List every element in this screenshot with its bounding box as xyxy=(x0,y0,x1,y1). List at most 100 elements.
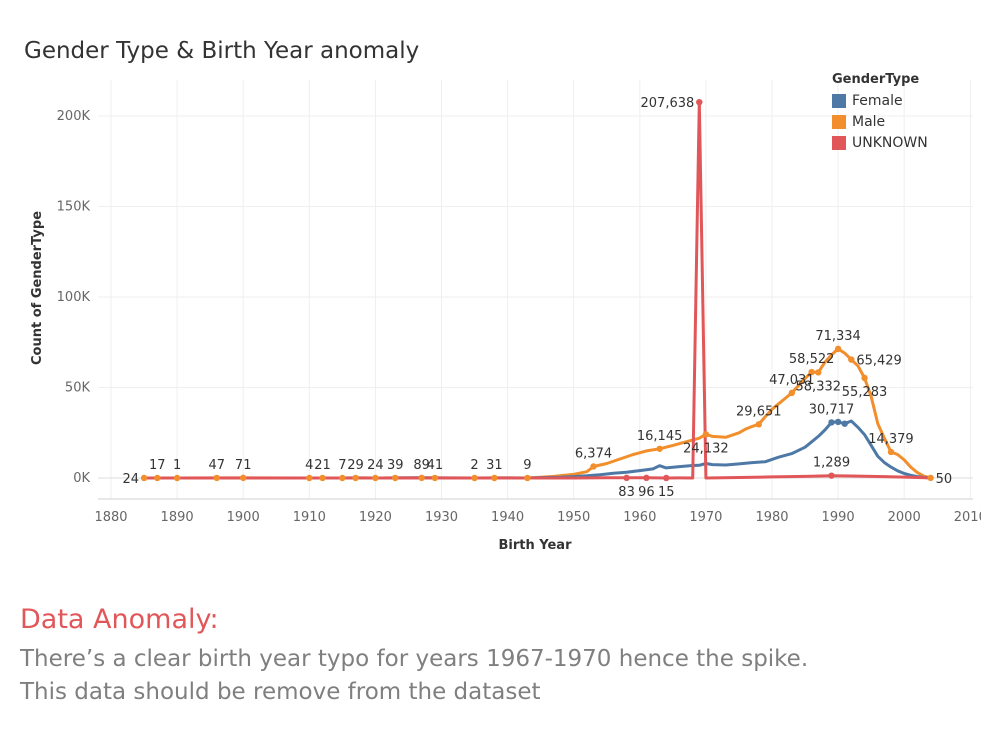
y-axis-title: Count of GenderType xyxy=(30,211,45,365)
data-point-male[interactable] xyxy=(702,431,710,438)
data-label: 29 xyxy=(347,458,364,473)
data-point-male[interactable] xyxy=(339,474,346,482)
data-point-male[interactable] xyxy=(140,474,148,482)
x-tick-label: 1910 xyxy=(293,510,326,525)
legend-item-male[interactable]: Male xyxy=(832,111,928,132)
data-label: 71,334 xyxy=(815,329,861,344)
data-point-unknown[interactable] xyxy=(643,474,650,482)
legend: GenderType Female Male UNKNOWN xyxy=(832,72,928,153)
x-tick-label: 1980 xyxy=(755,510,788,525)
data-label: 24 xyxy=(123,472,140,487)
data-label: 31 xyxy=(486,458,503,473)
data-point-male[interactable] xyxy=(808,368,815,376)
data-label: 7 xyxy=(338,458,346,473)
data-point-female[interactable] xyxy=(828,419,835,426)
data-point-male[interactable] xyxy=(927,474,934,482)
y-tick-label: 200K xyxy=(57,109,91,124)
data-point-male[interactable] xyxy=(755,421,762,428)
data-label: 4 xyxy=(305,458,313,473)
data-label: 47 xyxy=(208,458,225,473)
line-chart: 1880 1890 1900 1910 1920 1930 1940 1950 1960 1970… xyxy=(30,80,981,553)
data-point-male[interactable] xyxy=(240,474,247,482)
x-tick-label: 1940 xyxy=(491,510,524,525)
data-point-male[interactable] xyxy=(491,474,498,482)
data-label: 1,289 xyxy=(813,456,850,471)
data-label: 96 xyxy=(638,485,655,500)
data-label: 83 xyxy=(618,485,635,500)
data-point-male[interactable] xyxy=(213,474,220,482)
x-tick-label: 1900 xyxy=(227,510,260,525)
axes: 1880 1890 1900 1910 1920 1930 1940 1950 1960 1970… xyxy=(57,109,981,525)
data-point-male[interactable] xyxy=(352,474,359,482)
data-label: 9 xyxy=(523,458,531,473)
data-point-male[interactable] xyxy=(471,474,478,482)
x-tick-label: 1920 xyxy=(359,510,392,525)
legend-swatch-female xyxy=(832,93,846,108)
data-point-male[interactable] xyxy=(788,389,796,397)
data-point-unknown[interactable] xyxy=(696,98,703,106)
data-point-male[interactable] xyxy=(656,445,663,452)
data-label: 30,717 xyxy=(809,402,855,417)
data-point-male[interactable] xyxy=(848,356,855,363)
anomaly-heading: Data Anomaly: xyxy=(20,604,219,635)
data-point-male[interactable] xyxy=(306,474,313,482)
data-point-male[interactable] xyxy=(887,448,895,456)
series-markers xyxy=(140,98,934,482)
x-tick-label: 1890 xyxy=(161,510,194,525)
data-label: 24 xyxy=(367,458,384,473)
data-label: 1 xyxy=(173,458,181,473)
anomaly-text-line-1: There’s a clear birth year typo for year… xyxy=(20,646,809,672)
x-tick-label: 1970 xyxy=(689,510,722,525)
data-point-male[interactable] xyxy=(431,474,439,482)
data-point-male[interactable] xyxy=(834,345,842,353)
data-label: 89 xyxy=(413,458,430,473)
x-tick-label: 1950 xyxy=(557,510,590,525)
legend-title: GenderType xyxy=(832,72,920,87)
legend-label-unknown: UNKNOWN xyxy=(852,134,928,151)
data-label: 55,283 xyxy=(842,385,888,400)
legend-label-female: Female xyxy=(852,92,903,109)
data-point-female[interactable] xyxy=(834,418,842,426)
data-point-male[interactable] xyxy=(418,474,425,482)
legend-item-unknown[interactable]: UNKNOWN xyxy=(832,132,928,153)
data-point-male[interactable] xyxy=(590,463,597,470)
data-label: 58,332 xyxy=(796,379,842,394)
data-point-male[interactable] xyxy=(372,474,379,482)
legend-swatch-unknown xyxy=(832,135,846,150)
data-point-male[interactable] xyxy=(815,369,822,376)
data-label: 58,522 xyxy=(789,352,835,367)
data-point-male[interactable] xyxy=(392,474,399,482)
data-point-male[interactable] xyxy=(861,374,868,382)
data-point-unknown[interactable] xyxy=(828,472,835,479)
x-tick-label: 1960 xyxy=(623,510,656,525)
series-line-unknown[interactable] xyxy=(144,100,931,480)
y-tick-label: 100K xyxy=(57,290,91,305)
legend-swatch-male xyxy=(832,114,846,129)
data-label: 17 xyxy=(149,458,166,473)
data-point-female[interactable] xyxy=(841,420,848,427)
x-tick-label: 1990 xyxy=(822,510,855,525)
y-tick-label: 50K xyxy=(65,381,91,396)
y-tick-label: 0K xyxy=(73,471,90,486)
data-label: 21 xyxy=(314,458,331,473)
x-tick-label: 1930 xyxy=(425,510,458,525)
anomaly-text-line-2: This data should be remove from the data… xyxy=(20,679,541,705)
x-tick-label: 1880 xyxy=(94,510,127,525)
data-point-unknown[interactable] xyxy=(623,474,630,482)
legend-label-male: Male xyxy=(852,113,886,130)
data-point-unknown[interactable] xyxy=(663,474,670,482)
data-label: 207,638 xyxy=(641,96,695,111)
data-label: 41 xyxy=(427,458,444,473)
data-point-male[interactable] xyxy=(173,474,181,482)
data-label: 6,374 xyxy=(575,446,612,461)
chart-title: Gender Type & Birth Year anomaly xyxy=(24,38,420,64)
data-label: 2 xyxy=(470,458,478,473)
data-point-male[interactable] xyxy=(524,474,531,482)
legend-item-female[interactable]: Female xyxy=(832,90,928,111)
data-label: 50 xyxy=(936,472,953,487)
data-label: 15 xyxy=(658,485,675,500)
y-tick-label: 150K xyxy=(57,200,91,215)
data-point-male[interactable] xyxy=(319,474,326,482)
data-point-male[interactable] xyxy=(154,474,161,482)
